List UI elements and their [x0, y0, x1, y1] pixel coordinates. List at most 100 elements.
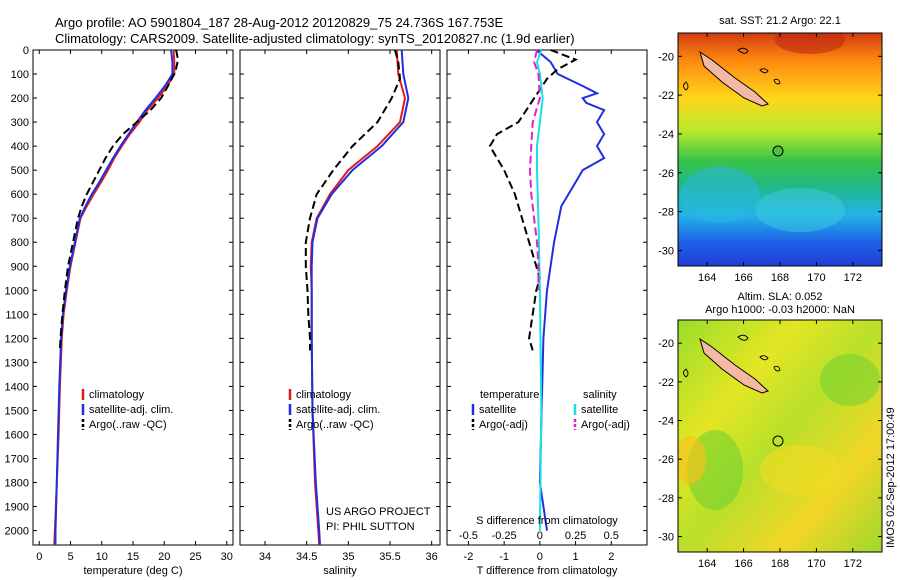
x2-tick-label: 0.25 [565, 530, 586, 542]
map-x-tick-label: 170 [807, 558, 825, 570]
panel-salinity: 34 34.5 35 35.5 36 salinity climatology satelli… [239, 49, 441, 577]
y-tick-label: 900 [11, 261, 29, 273]
x-tick-label: 35 [342, 551, 354, 563]
plot-frame [446, 49, 648, 546]
sla-map-title-1: Altim. SLA: 0.052 [738, 291, 823, 303]
argo-position-marker [772, 435, 784, 447]
map-x-tick-label: 170 [807, 272, 825, 284]
y-tick-label: 400 [11, 141, 29, 153]
x-axis-label: T difference from climatology [477, 565, 618, 577]
map-x-tick-label: 164 [698, 272, 716, 284]
x-tick-label: 36 [426, 551, 438, 563]
plot-frame [239, 49, 441, 546]
legend-label: satellite-adj. clim. [296, 404, 380, 416]
sst-cool-patch [680, 167, 760, 223]
x-tick-label: 15 [127, 551, 139, 563]
header-line-2: Climatology: CARS2009. Satellite-adjuste… [55, 31, 575, 46]
sla-map-axes: 164 166 168 170 172 -20 -22 -24 -26 -28 -30 [658, 320, 882, 570]
legend-label: satellite-adj. clim. [89, 404, 173, 416]
side-stamp: IMOS 02-Sep-2012 17:00:49 [885, 407, 897, 548]
sst-map-axes: 164 166 168 170 172 -20 -22 -24 -26 -28 -30 [658, 33, 882, 284]
x2-tick-label: 0 [537, 530, 543, 542]
y-tick-label: 600 [11, 189, 29, 201]
y-tick-label: 1000 [5, 285, 29, 297]
map-y-tick-label: -20 [658, 338, 674, 350]
argo-position-marker [772, 145, 784, 157]
y-tick-label: 300 [11, 117, 29, 129]
sla-map-title-2: Argo h1000: -0.03 h2000: NaN [705, 304, 855, 316]
y-tick-label: 1900 [5, 502, 29, 514]
map-y-tick-label: -28 [658, 207, 674, 219]
x2-tick-label: -0.5 [459, 530, 478, 542]
y-tick-label: 1600 [5, 429, 29, 441]
map-x-tick-label: 168 [771, 558, 789, 570]
y-tick-label: 1100 [5, 309, 29, 321]
sst-warm-patch [775, 33, 845, 54]
map-y-tick-label: -26 [658, 168, 674, 180]
y-tick-label: 500 [11, 165, 29, 177]
y-tick-label: 1700 [5, 453, 29, 465]
series-argo-raw-qc- [304, 49, 402, 351]
x-tick-label: 5 [67, 551, 73, 563]
sla-map: Altim. SLA: 0.052 Argo h1000: -0.03 h200… [658, 291, 883, 570]
map-x-tick-label: 172 [844, 558, 862, 570]
x-axis-label: temperature (deg C) [83, 565, 182, 577]
series-satellite-adj-clim- [310, 49, 410, 546]
x-axis-label: salinity [323, 565, 357, 577]
y-tick-label: 700 [11, 213, 29, 225]
profile-plots: 0100200300400500600700800900100011001200… [5, 45, 648, 577]
legend-title-temperature: temperature [480, 389, 539, 401]
sla-high-patch [678, 436, 706, 484]
map-y-tick-label: -30 [658, 245, 674, 257]
map-y-tick-label: -20 [658, 51, 674, 63]
map-y-tick-label: -30 [658, 532, 674, 544]
x-tick-label: 20 [158, 551, 170, 563]
y-tick-label: 0 [23, 45, 29, 57]
y-tick-label: 1800 [5, 478, 29, 490]
map-x-tick-label: 168 [771, 272, 789, 284]
coastline [683, 47, 781, 91]
legend-label: Argo(-adj) [581, 419, 630, 431]
map-y-tick-label: -24 [658, 129, 674, 141]
credit-line-2: PI: PHIL SUTTON [326, 521, 415, 533]
credit-line-1: US ARGO PROJECT [326, 506, 431, 518]
y-tick-label: 2000 [5, 526, 29, 538]
map-x-tick-label: 172 [844, 272, 862, 284]
y-tick-label: 1400 [5, 381, 29, 393]
legend-label: Argo(-adj) [479, 419, 528, 431]
y-tick-label: 800 [11, 237, 29, 249]
map-x-tick-label: 164 [698, 558, 716, 570]
map-y-tick-label: -22 [658, 377, 674, 389]
y-tick-label: 1300 [5, 357, 29, 369]
sla-high-patch [760, 445, 840, 495]
y-tick-label: 1500 [5, 405, 29, 417]
legend-label: Argo(..raw -QC) [89, 419, 167, 431]
legend-label: climatology [296, 389, 352, 401]
new-caledonia-island [699, 50, 769, 107]
map-x-tick-label: 166 [734, 272, 752, 284]
x-tick-label: 10 [96, 551, 108, 563]
series-argo-raw-qc- [58, 49, 180, 351]
series-salinity-satellite [535, 49, 544, 531]
x2-tick-label: 0.5 [604, 530, 619, 542]
new-caledonia-island [699, 337, 769, 394]
x-tick-label: 25 [189, 551, 201, 563]
panel-difference: -2 -1 0 1 2 T difference from climatology temp… [446, 49, 648, 577]
series-climatology [53, 49, 176, 546]
x-tick-label: 0 [36, 551, 42, 563]
x-tick-label: 2 [608, 551, 614, 563]
legend-label: satellite [581, 404, 618, 416]
map-x-tick-label: 166 [734, 558, 752, 570]
sla-low-patch [820, 354, 880, 406]
map-y-tick-label: -28 [658, 493, 674, 505]
map-y-tick-label: -22 [658, 90, 674, 102]
x-tick-label: 34.5 [296, 551, 317, 563]
series-salinity-argo-adj- [528, 49, 541, 291]
x-tick-label: 34 [259, 551, 271, 563]
legend-label: satellite [479, 404, 516, 416]
series-temperature-satellite [535, 49, 606, 531]
y-tick-label: 1200 [5, 333, 29, 345]
map-y-tick-label: -26 [658, 454, 674, 466]
sst-cool-patch [755, 188, 845, 232]
